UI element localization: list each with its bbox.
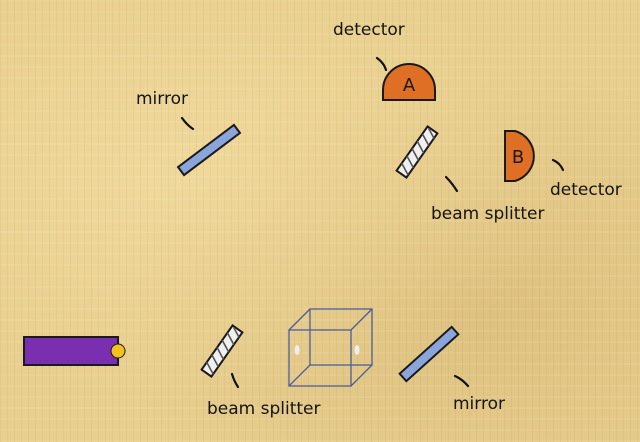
beam-splitter-top (395, 125, 439, 179)
label-detector-b: detector (550, 180, 622, 200)
detector-a: A (382, 63, 436, 101)
mirror-bottom (398, 325, 460, 383)
label-detector-a: detector (333, 20, 405, 40)
leader-splitter-top (444, 175, 459, 193)
laser-aperture (110, 343, 126, 359)
label-mirror-top: mirror (136, 89, 188, 109)
label-mirror-bottom: mirror (453, 394, 505, 414)
laser-body (23, 336, 119, 366)
laser-source (23, 336, 126, 366)
label-splitter-top: beam splitter (431, 204, 545, 224)
leader-detector-a (375, 56, 388, 72)
mirror-top (176, 123, 242, 177)
beam-splitter-bottom (200, 324, 244, 378)
leader-mirror-bottom (453, 374, 470, 388)
leader-splitter-bottom (230, 372, 240, 389)
leader-mirror-top (180, 116, 195, 131)
glass-cube (288, 308, 373, 387)
detector-b-letter: B (512, 147, 524, 168)
detector-b: B (504, 130, 535, 182)
detector-a-letter: A (403, 75, 416, 96)
label-splitter-bottom: beam splitter (207, 399, 321, 419)
leader-detector-b (551, 158, 565, 172)
